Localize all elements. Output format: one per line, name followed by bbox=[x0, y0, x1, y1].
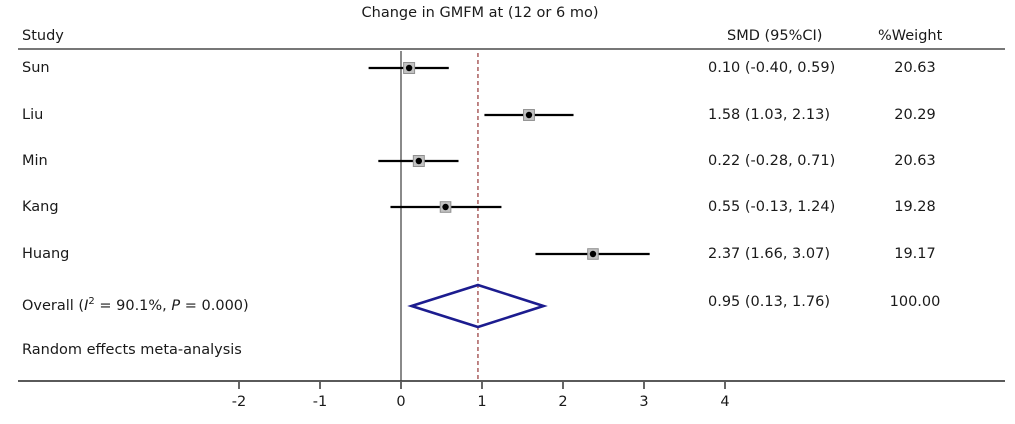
axis-tick-label: 4 bbox=[720, 394, 729, 410]
chart-title: Change in GMFM at (12 or 6 mo) bbox=[361, 5, 599, 21]
column-header-smd: SMD (95%CI) bbox=[727, 28, 823, 44]
overall-weight-value: 100.00 bbox=[889, 294, 941, 310]
weight-value: 19.17 bbox=[894, 246, 936, 262]
axis-tick-label: -2 bbox=[232, 394, 246, 410]
weight-value: 20.63 bbox=[894, 153, 936, 169]
axis-tick-label: 3 bbox=[639, 394, 648, 410]
point-estimate bbox=[525, 111, 533, 119]
smd-ci-value: 2.37 (1.66, 3.07) bbox=[708, 246, 830, 262]
study-label: Kang bbox=[22, 199, 59, 215]
weight-value: 19.28 bbox=[894, 199, 936, 215]
point-estimate bbox=[589, 250, 597, 258]
weight-value: 20.63 bbox=[894, 60, 936, 76]
smd-ci-value: 1.58 (1.03, 2.13) bbox=[708, 107, 830, 123]
column-header-weight: %Weight bbox=[878, 28, 943, 44]
smd-ci-value: 0.10 (-0.40, 0.59) bbox=[708, 60, 836, 76]
smd-ci-value: 0.55 (-0.13, 1.24) bbox=[708, 199, 836, 215]
study-label: Liu bbox=[22, 107, 44, 123]
smd-ci-value: 0.22 (-0.28, 0.71) bbox=[708, 153, 836, 169]
axis-tick-label: 1 bbox=[477, 394, 486, 410]
model-note: Random effects meta-analysis bbox=[22, 342, 242, 358]
overall-smd-ci-value: 0.95 (0.13, 1.76) bbox=[708, 294, 830, 310]
point-estimate bbox=[442, 203, 449, 211]
overall-heterogeneity-label: Overall (I2 = 90.1%, P = 0.000) bbox=[22, 296, 249, 314]
point-estimate bbox=[415, 157, 423, 165]
weight-value: 20.29 bbox=[894, 107, 936, 123]
study-label: Sun bbox=[22, 60, 50, 76]
p-symbol: P bbox=[171, 297, 181, 314]
axis-tick-label: 2 bbox=[558, 394, 567, 410]
column-header-study: Study bbox=[22, 28, 64, 44]
i-squared-symbol: I bbox=[84, 297, 89, 314]
study-label: Huang bbox=[22, 246, 70, 262]
overall-diamond bbox=[407, 283, 548, 329]
point-estimate bbox=[405, 64, 413, 72]
axis-tick-label: -1 bbox=[313, 394, 327, 410]
axis-tick-label: 0 bbox=[396, 394, 405, 410]
study-label: Min bbox=[22, 153, 48, 169]
